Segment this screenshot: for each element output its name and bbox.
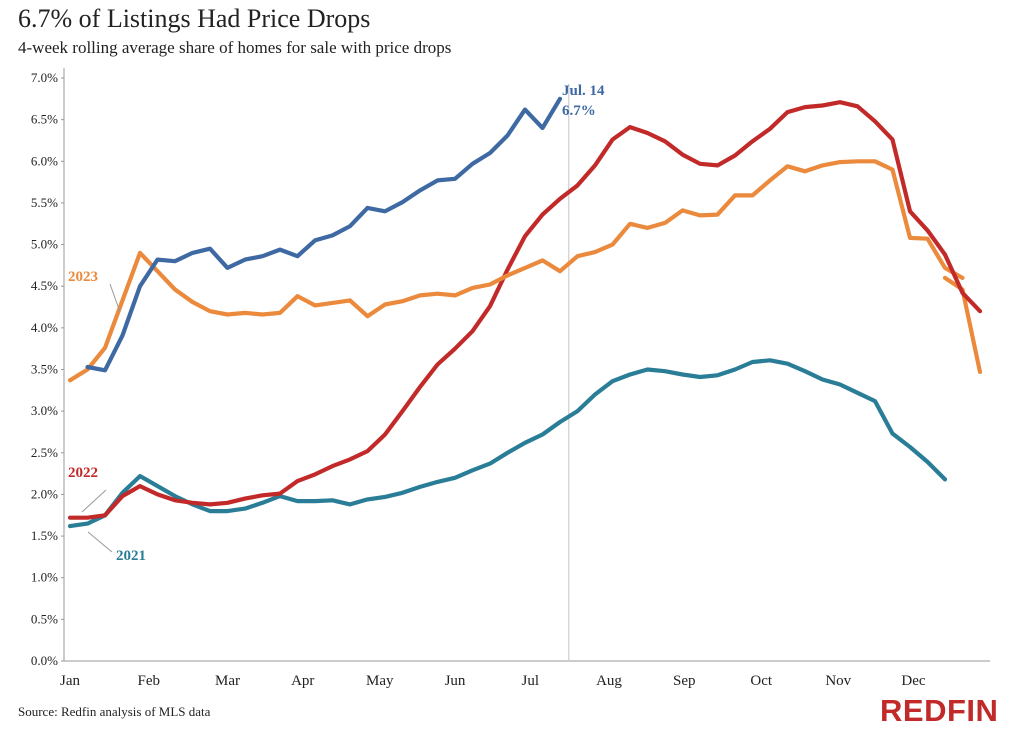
x-tick-label: Apr: [291, 673, 314, 689]
series-line-2023: [67, 159, 965, 383]
y-tick-label: 4.5%: [31, 278, 58, 293]
y-tick-label: 3.0%: [31, 403, 58, 418]
source-note: Source: Redfin analysis of MLS data: [18, 704, 211, 719]
x-tick-label: Oct: [750, 673, 772, 689]
y-tick-label: 4.0%: [31, 320, 58, 335]
series-line-2022: [67, 100, 948, 520]
x-tick-label: Nov: [825, 673, 851, 689]
annotation-6-7: 6.7%: [562, 103, 596, 119]
series-line-2021: [67, 358, 948, 529]
redfin-logo: REDFIN: [880, 693, 999, 728]
annotation-leader: [81, 489, 107, 513]
y-tick-label: 5.5%: [31, 195, 58, 210]
annotation-leader: [87, 531, 113, 553]
x-tick-label: May: [366, 673, 394, 689]
annotation-leader: [109, 283, 121, 313]
y-tick-label: 7.0%: [31, 70, 58, 85]
chart-subtitle: 4-week rolling average share of homes fo…: [18, 38, 452, 57]
x-tick-label: Sep: [673, 673, 696, 689]
series-line-2024: [85, 96, 563, 373]
chart-title: 6.7% of Listings Had Price Drops: [18, 4, 371, 33]
series-line-2022-dec-tail-: [942, 252, 983, 314]
y-tick-label: 1.0%: [31, 570, 58, 585]
y-tick-label: 6.5%: [31, 112, 58, 127]
y-tick-label: 0.0%: [31, 653, 58, 668]
x-tick-label: Jun: [445, 673, 466, 689]
y-tick-label: 2.5%: [31, 445, 58, 460]
annotation-2021: 2021: [116, 548, 146, 564]
annotation-2023: 2023: [68, 269, 98, 285]
y-tick-label: 6.0%: [31, 153, 58, 168]
y-tick-label: 1.5%: [31, 528, 58, 543]
x-tick-label: Mar: [215, 673, 240, 689]
x-tick-label: Aug: [596, 673, 622, 689]
annotation-jul-14: Jul. 14: [562, 83, 605, 99]
y-tick-label: 0.5%: [31, 611, 58, 626]
x-tick-label: Jan: [60, 673, 80, 689]
x-tick-label: Jul: [521, 673, 539, 689]
y-tick-label: 5.0%: [31, 237, 58, 252]
x-tick-label: Feb: [138, 673, 161, 689]
x-tick-label: Dec: [901, 673, 925, 689]
y-tick-label: 3.5%: [31, 362, 58, 377]
annotation-2022: 2022: [68, 465, 98, 481]
y-tick-label: 2.0%: [31, 486, 58, 501]
